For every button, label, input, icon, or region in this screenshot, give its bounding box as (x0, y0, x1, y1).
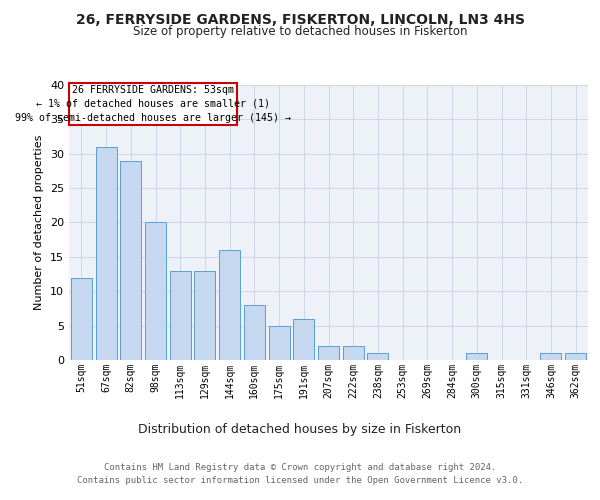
Bar (120, 160, 141, 360)
Bar (194, 270, 215, 360)
Text: Contains HM Land Registry data © Crown copyright and database right 2024.: Contains HM Land Registry data © Crown c… (104, 462, 496, 471)
Bar (466, 353, 487, 360)
Bar (244, 305, 265, 360)
Text: 26 FERRYSIDE GARDENS: 53sqm
← 1% of detached houses are smaller (1)
99% of semi-: 26 FERRYSIDE GARDENS: 53sqm ← 1% of deta… (15, 84, 291, 124)
Bar (367, 353, 388, 360)
Text: Distribution of detached houses by size in Fiskerton: Distribution of detached houses by size … (139, 422, 461, 436)
Bar (145, 222, 166, 360)
Text: Size of property relative to detached houses in Fiskerton: Size of property relative to detached ho… (133, 25, 467, 38)
Y-axis label: Number of detached properties: Number of detached properties (34, 135, 44, 310)
Bar (269, 326, 290, 360)
Bar (541, 353, 562, 360)
Bar (219, 250, 240, 360)
Bar (70, 83, 237, 125)
Bar (293, 319, 314, 360)
Bar (565, 353, 586, 360)
Bar (343, 346, 364, 360)
Bar (170, 270, 191, 360)
Text: 26, FERRYSIDE GARDENS, FISKERTON, LINCOLN, LN3 4HS: 26, FERRYSIDE GARDENS, FISKERTON, LINCOL… (76, 12, 524, 26)
Bar (95, 147, 116, 360)
Text: Contains public sector information licensed under the Open Government Licence v3: Contains public sector information licen… (77, 476, 523, 485)
Bar (318, 346, 339, 360)
Bar (71, 278, 92, 360)
